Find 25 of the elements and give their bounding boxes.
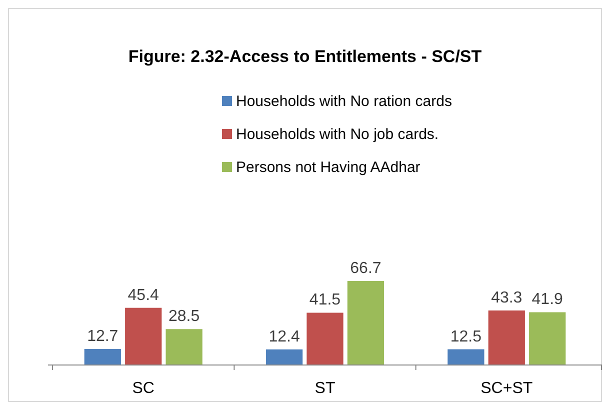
bar (166, 329, 202, 365)
bar (266, 349, 303, 365)
data-label: 43.3 (491, 289, 522, 306)
data-label: 28.5 (168, 308, 200, 326)
legend-label: Persons not Having AAdhar (236, 159, 420, 176)
data-label: 41.5 (309, 292, 341, 309)
x-tick-label: SC+ST (480, 380, 533, 397)
bar (306, 312, 344, 365)
data-label: 12.5 (450, 328, 482, 346)
bar (529, 312, 566, 365)
data-label: 45.4 (128, 286, 160, 304)
bar (488, 310, 525, 365)
chart-title: Figure: 2.32-Access to Entitlements - SC/ST (128, 47, 482, 66)
data-label: 12.4 (268, 328, 300, 346)
bar (84, 349, 121, 365)
legend-label: Households with No ration cards (236, 93, 452, 110)
legend-label: Households with No job cards. (236, 126, 439, 143)
bar (347, 281, 384, 365)
x-tick-label: ST (314, 380, 336, 397)
data-label: 12.7 (87, 328, 118, 346)
data-label: 66.7 (350, 260, 382, 277)
data-label: 41.9 (532, 291, 564, 308)
x-tick-label: SC (132, 380, 154, 397)
bar (448, 349, 484, 365)
bar (125, 308, 162, 365)
